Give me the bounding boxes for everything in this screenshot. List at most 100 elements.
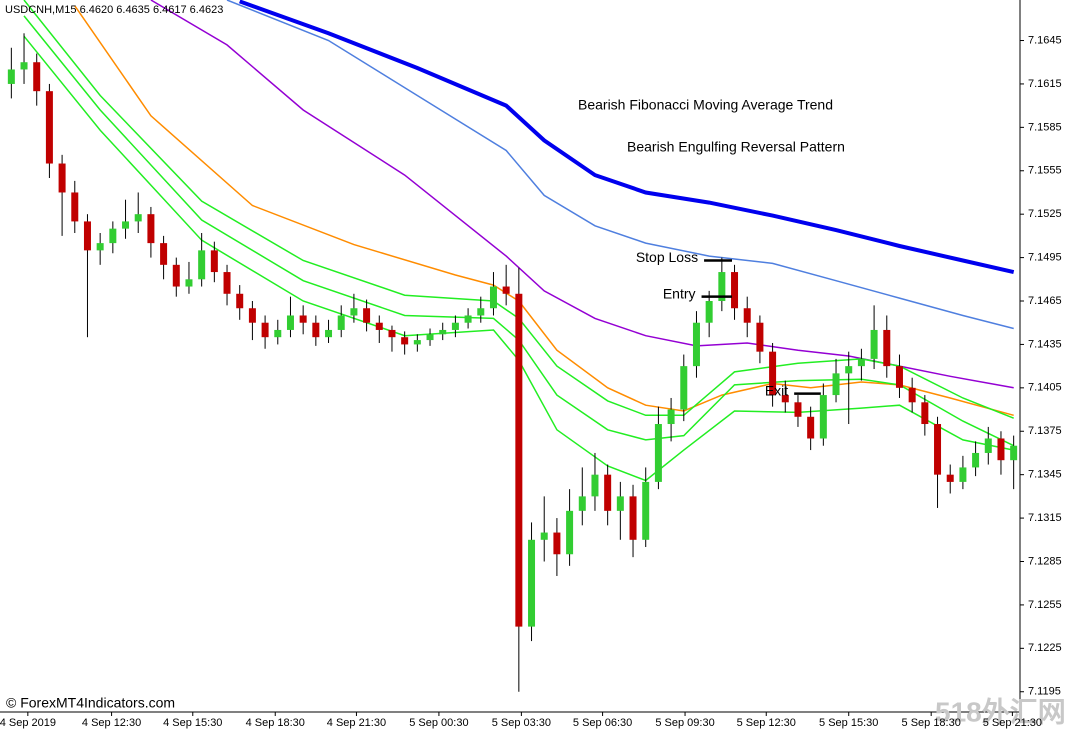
candle-body [96,243,104,251]
candle-body [274,329,282,338]
candle-body [477,308,485,316]
candle-body [401,337,409,345]
candle-body [959,467,967,482]
candle-body [845,366,853,374]
candle-body [756,322,764,352]
candle-body [654,424,662,482]
candle-body [997,438,1005,461]
x-tick-label: 4 Sep 18:30 [246,717,305,729]
candle-body [210,250,218,273]
candle-body [236,293,244,309]
candle-body [185,279,193,287]
candle-body [286,315,294,330]
y-tick-label: 7.1615 [1028,78,1062,90]
candle-body [553,532,561,555]
candle-body [502,286,510,294]
y-tick-label: 7.1225 [1028,642,1062,654]
moving-average-line [74,5,1014,417]
candle-body [528,539,536,627]
candle-body [426,334,434,341]
candle-body [198,250,206,280]
candle-body [895,366,903,388]
candle-body [489,286,497,309]
candle-body [972,452,980,468]
x-tick-label: 5 Sep 06:30 [573,717,632,729]
candle-body [337,315,345,330]
candle-body [604,474,612,511]
y-tick-label: 7.1555 [1028,165,1062,177]
y-tick-label: 7.1645 [1028,34,1062,46]
candle-body [413,340,421,345]
x-tick-label: 5 Sep 21:30 [983,717,1042,729]
candle-body [921,402,929,425]
candle-body [109,228,117,244]
x-tick-label: 4 Sep 15:30 [163,717,222,729]
candle-body [934,424,942,475]
candle-body [223,272,231,294]
y-tick-label: 7.1375 [1028,425,1062,437]
candle-body [616,496,624,511]
candle-body [134,214,142,222]
candle-body [122,221,130,229]
candle-body [743,308,751,323]
candle-body [515,293,523,627]
candle-body [248,308,256,323]
level-label: Entry [663,285,696,301]
candle-body [58,163,66,193]
candle-body [33,62,41,92]
candle-body [312,322,320,338]
candle-body [705,301,713,323]
x-tick-label: 5 Sep 09:30 [655,717,714,729]
candle-body [667,409,675,425]
y-tick-label: 7.1315 [1028,512,1062,524]
candle-body [718,272,726,302]
y-tick-label: 7.1465 [1028,295,1062,307]
candle-body [819,395,827,439]
candle-body [807,416,815,439]
x-tick-label: 5 Sep 15:30 [819,717,878,729]
x-tick-label: 4 Sep 2019 [0,717,56,729]
candle-body [299,315,307,323]
candle-body [946,474,954,482]
candle-body [83,221,91,251]
y-tick-label: 7.1255 [1028,599,1062,611]
y-tick-label: 7.1195 [1028,686,1061,698]
candle-body [642,481,650,540]
candle-body [680,366,688,410]
candle-body [172,264,180,287]
candle-body [578,496,586,511]
y-tick-label: 7.1525 [1028,208,1062,220]
candle-body [769,351,777,396]
y-tick-label: 7.1405 [1028,382,1062,394]
moving-average-line [226,0,1014,330]
candle-body [566,510,574,555]
candle-body [591,474,599,497]
candle-body [451,322,459,330]
watermark: © ForexMT4Indicators.com [6,695,175,711]
annotation: Bearish Engulfing Reversal Pattern [627,139,845,155]
symbol-info: USDCNH,M15 6.4620 6.4635 6.4617 6.4623 [5,4,223,16]
candle-body [692,322,700,367]
y-tick-label: 7.1435 [1028,338,1062,350]
candle-body [7,69,15,84]
watermark: 518外汇网 [935,696,1066,727]
moving-average-line [23,15,1015,447]
candle-body [870,329,878,359]
candle-body [832,373,840,396]
x-tick-label: 4 Sep 21:30 [327,717,386,729]
candle-body [261,322,269,338]
y-tick-label: 7.1495 [1028,251,1062,263]
y-tick-label: 7.1285 [1028,555,1062,567]
candle-body [363,308,371,323]
x-tick-label: 5 Sep 18:30 [902,717,961,729]
x-tick-label: 5 Sep 12:30 [737,717,796,729]
candle-body [45,91,53,164]
candle-body [629,496,637,540]
candle-body [857,358,865,367]
candle-body [325,329,333,338]
candle-body [439,329,447,335]
x-tick-label: 4 Sep 12:30 [82,717,141,729]
x-tick-label: 5 Sep 03:30 [492,717,551,729]
